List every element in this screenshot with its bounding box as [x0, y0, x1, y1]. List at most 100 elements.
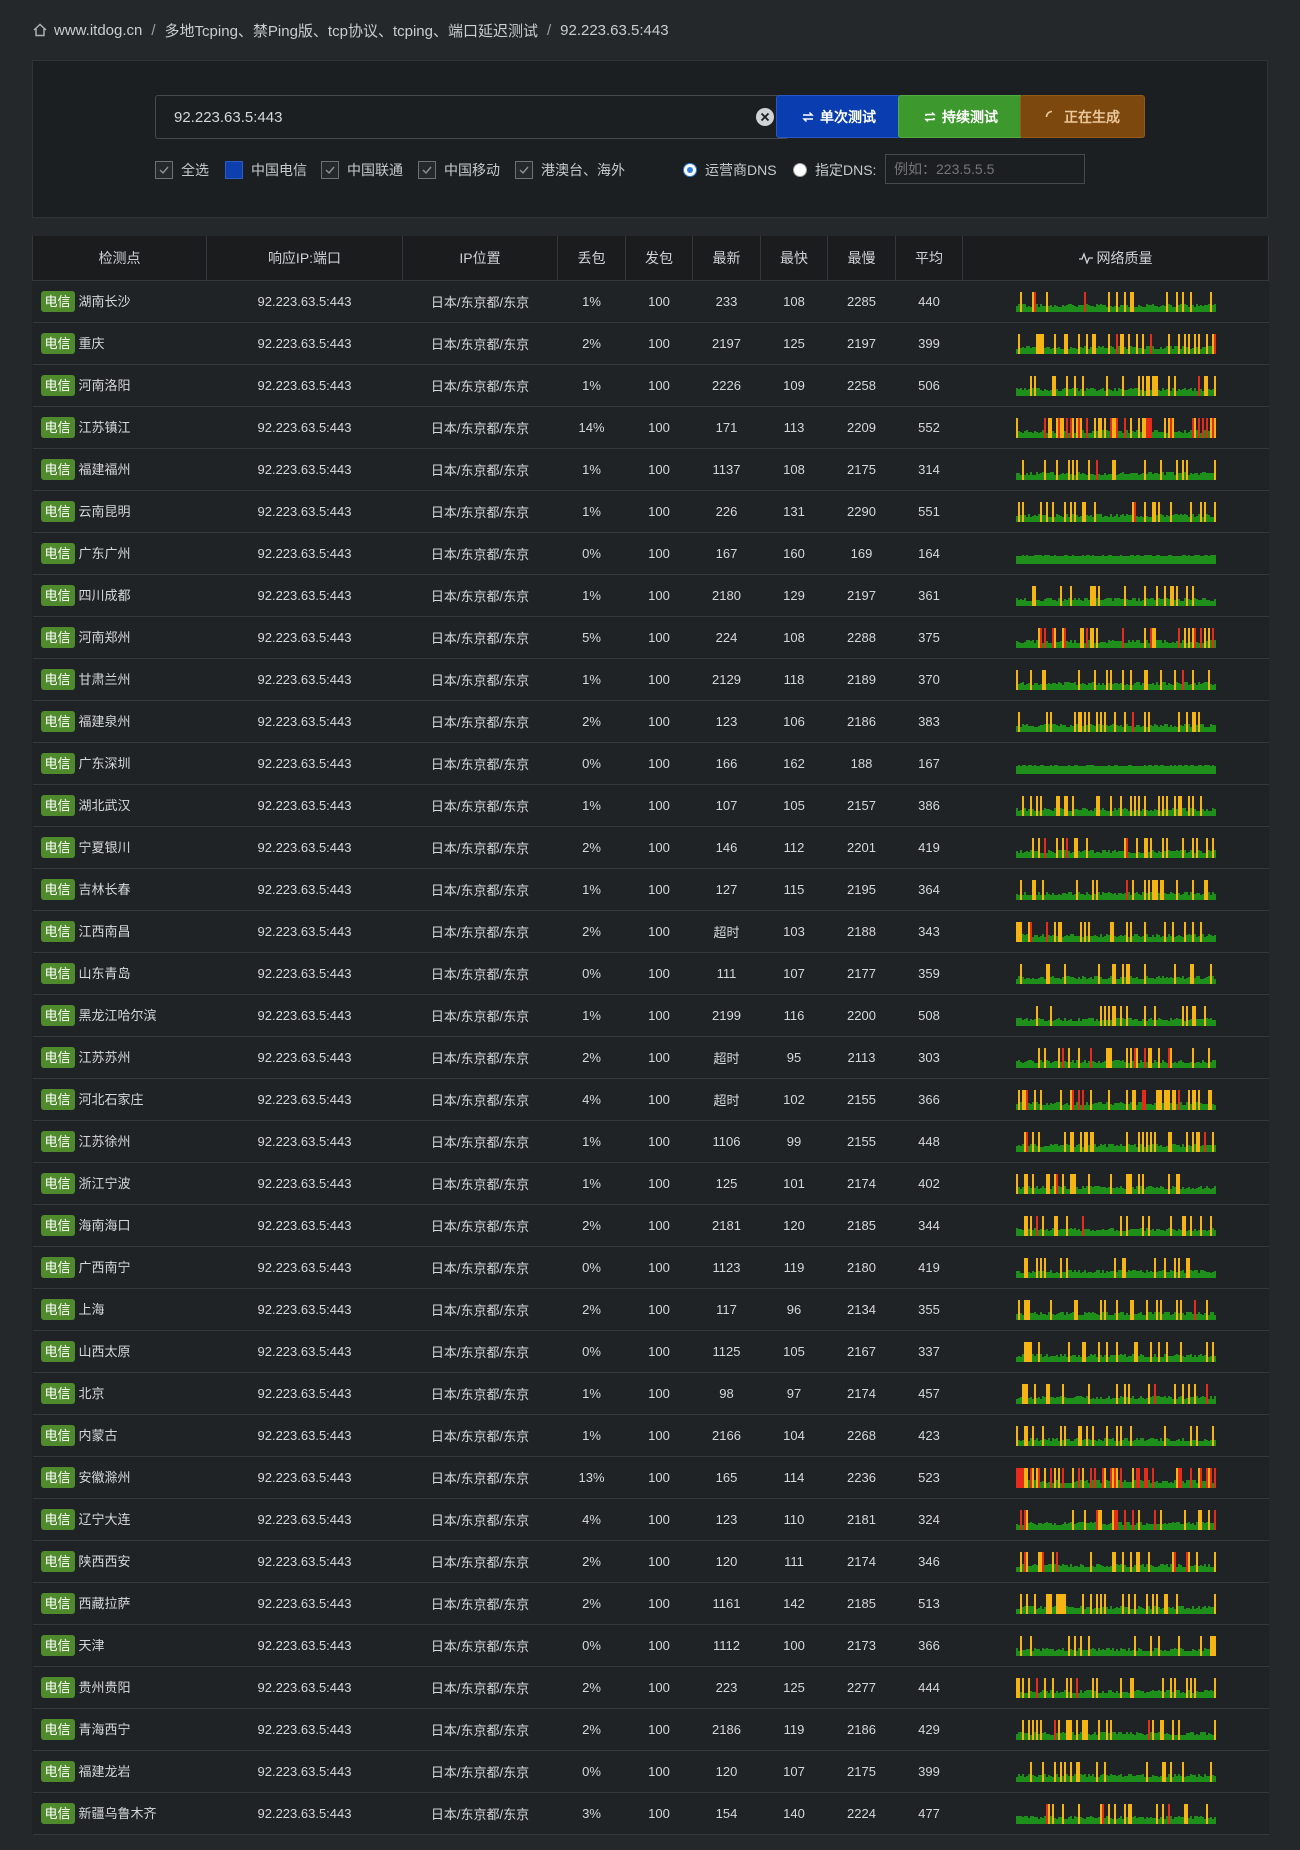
quality-sparkline[interactable]: [1015, 1760, 1216, 1782]
quality-sparkline[interactable]: [1015, 1340, 1216, 1362]
cell-quality[interactable]: [962, 784, 1269, 827]
cell-quality[interactable]: [962, 1624, 1269, 1667]
quality-sparkline[interactable]: [1015, 920, 1216, 942]
checkbox-icon[interactable]: [225, 161, 243, 179]
quality-sparkline[interactable]: [1015, 332, 1216, 354]
header-loss[interactable]: 丢包: [557, 236, 626, 281]
dns-custom-option[interactable]: 指定DNS:: [793, 159, 876, 181]
filter-select-all[interactable]: 全选: [155, 159, 209, 181]
continuous-test-button[interactable]: 持续测试: [898, 95, 1023, 138]
cell-quality[interactable]: [962, 532, 1269, 575]
quality-sparkline[interactable]: [1015, 1004, 1216, 1026]
checkbox-icon[interactable]: [418, 161, 436, 179]
quality-sparkline[interactable]: [1015, 584, 1216, 606]
cell-quality[interactable]: [962, 1204, 1269, 1247]
filter-overseas[interactable]: 港澳台、海外: [515, 159, 625, 181]
quality-sparkline[interactable]: [1015, 1046, 1216, 1068]
header-average[interactable]: 平均: [895, 236, 963, 281]
quality-sparkline[interactable]: [1015, 1424, 1216, 1446]
dns-isp-option[interactable]: 运营商DNS: [683, 159, 777, 181]
cell-quality[interactable]: [962, 1666, 1269, 1709]
generating-button[interactable]: 正在生成: [1020, 95, 1145, 138]
clear-input-button[interactable]: [756, 108, 774, 126]
cell-quality[interactable]: [962, 616, 1269, 659]
header-ip[interactable]: 响应IP:端口: [206, 236, 403, 281]
quality-sparkline[interactable]: [1015, 878, 1216, 900]
header-quality[interactable]: 网络质量: [962, 236, 1269, 281]
header-point[interactable]: 检测点: [32, 236, 207, 281]
radio-icon[interactable]: [683, 163, 697, 177]
quality-sparkline[interactable]: [1015, 1802, 1216, 1824]
quality-sparkline[interactable]: [1015, 500, 1216, 522]
quality-sparkline[interactable]: [1015, 626, 1216, 648]
cell-quality[interactable]: [962, 1540, 1269, 1583]
quality-sparkline[interactable]: [1015, 1088, 1216, 1110]
cell-quality[interactable]: [962, 1414, 1269, 1457]
quality-sparkline[interactable]: [1015, 1466, 1216, 1488]
breadcrumb-site-link[interactable]: www.itdog.cn: [54, 21, 143, 39]
cell-quality[interactable]: [962, 1330, 1269, 1373]
quality-sparkline[interactable]: [1015, 1550, 1216, 1572]
target-input[interactable]: [155, 95, 789, 139]
quality-sparkline[interactable]: [1015, 1214, 1216, 1236]
quality-sparkline[interactable]: [1015, 668, 1216, 690]
filter-mobile[interactable]: 中国移动: [418, 159, 500, 181]
cell-quality[interactable]: [962, 448, 1269, 491]
header-sent[interactable]: 发包: [625, 236, 693, 281]
header-slowest[interactable]: 最慢: [827, 236, 896, 281]
single-test-button[interactable]: 单次测试: [776, 95, 901, 138]
cell-quality[interactable]: [962, 868, 1269, 911]
header-location[interactable]: IP位置: [402, 236, 558, 281]
cell-quality[interactable]: [962, 406, 1269, 449]
cell-quality[interactable]: [962, 700, 1269, 743]
quality-sparkline[interactable]: [1015, 1130, 1216, 1152]
cell-quality[interactable]: [962, 1750, 1269, 1793]
cell-quality[interactable]: [962, 1288, 1269, 1331]
cell-quality[interactable]: [962, 1246, 1269, 1289]
cell-quality[interactable]: [962, 952, 1269, 995]
cell-quality[interactable]: [962, 1120, 1269, 1163]
checkbox-icon[interactable]: [155, 161, 173, 179]
cell-quality[interactable]: [962, 994, 1269, 1037]
cell-quality[interactable]: [962, 1792, 1269, 1835]
dns-input[interactable]: [885, 154, 1085, 184]
quality-sparkline[interactable]: [1015, 290, 1216, 312]
quality-sparkline[interactable]: [1015, 1634, 1216, 1656]
quality-sparkline[interactable]: [1015, 1382, 1216, 1404]
cell-quality[interactable]: [962, 364, 1269, 407]
quality-sparkline[interactable]: [1015, 542, 1216, 564]
cell-quality[interactable]: [962, 490, 1269, 533]
cell-quality[interactable]: [962, 280, 1269, 323]
checkbox-icon[interactable]: [321, 161, 339, 179]
cell-quality[interactable]: [962, 658, 1269, 701]
cell-quality[interactable]: [962, 574, 1269, 617]
home-icon[interactable]: [32, 22, 48, 38]
cell-quality[interactable]: [962, 1456, 1269, 1499]
header-latest[interactable]: 最新: [692, 236, 761, 281]
cell-quality[interactable]: [962, 1036, 1269, 1079]
quality-sparkline[interactable]: [1015, 1508, 1216, 1530]
quality-sparkline[interactable]: [1015, 1676, 1216, 1698]
cell-quality[interactable]: [962, 742, 1269, 785]
breadcrumb-page-link[interactable]: 多地Tcping、禁Ping版、tcp协议、tcping、端口延迟测试: [164, 22, 538, 40]
quality-sparkline[interactable]: [1015, 836, 1216, 858]
cell-quality[interactable]: [962, 1498, 1269, 1541]
quality-sparkline[interactable]: [1015, 1718, 1216, 1740]
filter-telecom[interactable]: 中国电信: [225, 159, 307, 181]
quality-sparkline[interactable]: [1015, 374, 1216, 396]
quality-sparkline[interactable]: [1015, 1298, 1216, 1320]
cell-quality[interactable]: [962, 322, 1269, 365]
quality-sparkline[interactable]: [1015, 962, 1216, 984]
header-fastest[interactable]: 最快: [760, 236, 828, 281]
checkbox-icon[interactable]: [515, 161, 533, 179]
quality-sparkline[interactable]: [1015, 794, 1216, 816]
quality-sparkline[interactable]: [1015, 458, 1216, 480]
quality-sparkline[interactable]: [1015, 1256, 1216, 1278]
cell-quality[interactable]: [962, 826, 1269, 869]
cell-quality[interactable]: [962, 1582, 1269, 1625]
filter-unicom[interactable]: 中国联通: [321, 159, 403, 181]
quality-sparkline[interactable]: [1015, 1592, 1216, 1614]
cell-quality[interactable]: [962, 1708, 1269, 1751]
cell-quality[interactable]: [962, 910, 1269, 953]
radio-icon[interactable]: [793, 163, 807, 177]
